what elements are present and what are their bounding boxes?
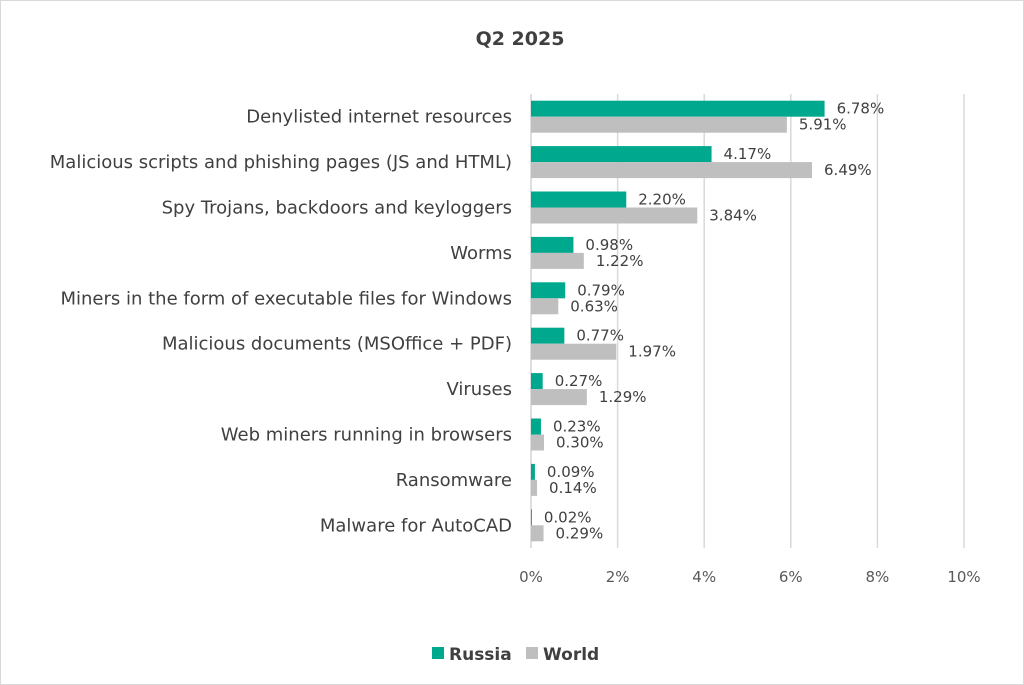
category-label-spy-trojans-backdoors-and-keyloggers: Spy Trojans, backdoors and keyloggers (162, 198, 512, 219)
bar-world-spy-trojans-backdoors-and-keyloggers (531, 207, 698, 224)
value-label-world: 0.63% (570, 297, 618, 315)
value-label-russia: 2.20% (638, 191, 686, 209)
value-label-russia: 0.98% (585, 236, 633, 254)
bar-world-denylisted-internet-resources (531, 116, 787, 133)
value-label-russia: 0.27% (555, 372, 603, 390)
value-label-russia: 4.17% (724, 145, 772, 163)
x-tick-label: 2% (606, 568, 630, 586)
bar-world-miners-in-the-form-of-executable-files-for-windows (531, 298, 559, 315)
value-label-russia: 0.77% (576, 327, 624, 345)
bar-world-ransomware (531, 479, 538, 496)
value-label-russia: 0.09% (547, 463, 595, 481)
value-label-world: 1.97% (628, 343, 676, 361)
x-tick-label: 10% (947, 568, 980, 586)
category-labels: Denylisted internet resources Malicious s… (50, 107, 512, 537)
bar-russia-denylisted-internet-resources (531, 100, 825, 117)
value-label-world: 0.30% (556, 434, 604, 452)
bar-russia-malware-for-autocad (531, 509, 532, 526)
bars (531, 100, 825, 542)
bar-russia-ransomware (531, 463, 535, 480)
chart-title: Q2 2025 (476, 28, 565, 50)
value-labels: 6.78%5.91% 4.17% 6.49% 2.20% 3.84% 0.98%1.22%… (544, 100, 884, 543)
value-label-world: 1.22% (596, 252, 644, 270)
value-label-world: 5.91% (799, 116, 847, 134)
category-label-denylisted-internet-resources: Denylisted internet resources (246, 107, 512, 128)
value-label-world: 6.49% (824, 161, 872, 179)
category-label-viruses: Viruses (446, 379, 512, 400)
bar-world-malicious-scripts-and-phishing-pages-js-and-html (531, 162, 813, 179)
bar-russia-malicious-documents-msoffice-pdf (531, 327, 565, 344)
value-label-russia: 0.79% (577, 281, 625, 299)
bar-russia-spy-trojans-backdoors-and-keyloggers (531, 191, 627, 208)
value-label-russia: 6.78% (837, 100, 885, 118)
category-label-web-miners-running-in-browsers: Web miners running in browsers (221, 425, 512, 446)
x-tick-label: 6% (779, 568, 803, 586)
legend-swatch-world (526, 647, 538, 659)
bar-russia-web-miners-running-in-browsers (531, 418, 541, 435)
bar-world-malicious-documents-msoffice-pdf (531, 343, 617, 360)
legend-label-russia: Russia (449, 645, 512, 665)
legend-swatch-russia (432, 647, 444, 659)
category-label-malware-for-autocad: Malware for AutoCAD (320, 515, 512, 536)
value-label-world: 1.29% (599, 388, 647, 406)
value-label-world: 0.29% (556, 524, 604, 542)
bar-world-worms (531, 252, 584, 269)
category-label-miners-in-the-form-of-executable-files-for-windows: Miners in the form of executable files f… (60, 288, 512, 309)
x-tick-label: 8% (866, 568, 890, 586)
x-tick-label: 0% (519, 568, 543, 586)
bar-world-web-miners-running-in-browsers (531, 434, 544, 451)
bar-russia-malicious-scripts-and-phishing-pages-js-and-html (531, 146, 712, 163)
bar-russia-viruses (531, 373, 543, 390)
category-label-malicious-documents-msoffice-pdf: Malicious documents (MSOffice + PDF) (162, 334, 512, 355)
legend-label-world: World (543, 645, 599, 665)
category-label-worms: Worms (450, 243, 512, 264)
x-tick-label: 4% (692, 568, 716, 586)
x-axis-ticks: 0% 2% 4% 6% 8% 10% (519, 568, 981, 586)
bar-world-malware-for-autocad (531, 525, 544, 542)
bar-russia-miners-in-the-form-of-executable-files-for-windows (531, 282, 566, 299)
bar-russia-worms (531, 236, 574, 253)
value-label-russia: 0.02% (544, 508, 592, 526)
category-label-ransomware: Ransomware (396, 470, 512, 491)
value-label-world: 0.14% (549, 479, 597, 497)
category-label-malicious-scripts-and-phishing-pages-js-and-html: Malicious scripts and phishing pages (JS… (50, 152, 512, 173)
value-label-world: 3.84% (709, 207, 757, 225)
bar-world-viruses (531, 389, 587, 406)
value-label-russia: 0.23% (553, 418, 601, 436)
legend: Russia World (432, 645, 599, 665)
